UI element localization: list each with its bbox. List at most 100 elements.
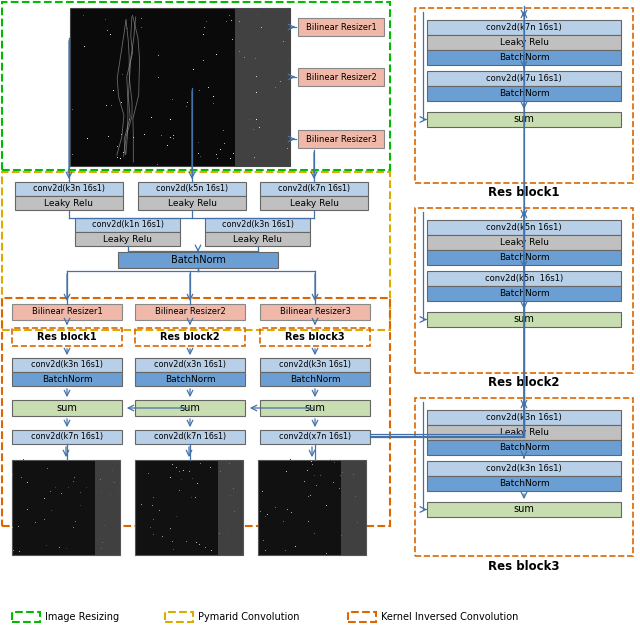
FancyBboxPatch shape	[135, 430, 245, 444]
Text: BatchNorm: BatchNorm	[499, 253, 549, 262]
FancyBboxPatch shape	[427, 271, 621, 286]
FancyBboxPatch shape	[15, 182, 123, 196]
FancyBboxPatch shape	[138, 196, 246, 210]
Bar	[415, 8, 633, 183]
Bar	[12, 328, 122, 346]
FancyBboxPatch shape	[70, 8, 290, 166]
FancyBboxPatch shape	[427, 235, 621, 250]
Text: conv2d(k5n  16s1): conv2d(k5n 16s1)	[485, 274, 563, 283]
Text: Leaky Relu: Leaky Relu	[499, 238, 548, 247]
Text: Res block3: Res block3	[488, 560, 560, 572]
Text: conv2d(k3n 16s1): conv2d(k3n 16s1)	[31, 360, 103, 369]
Bar	[415, 208, 633, 373]
FancyBboxPatch shape	[427, 312, 621, 327]
FancyBboxPatch shape	[427, 425, 621, 440]
Bar	[2, 172, 390, 330]
FancyBboxPatch shape	[427, 286, 621, 301]
Text: conv2d(k7n 16s1): conv2d(k7n 16s1)	[31, 433, 103, 441]
FancyBboxPatch shape	[12, 304, 122, 320]
Text: Res block1: Res block1	[488, 186, 560, 200]
Text: BatchNorm: BatchNorm	[499, 479, 549, 488]
FancyBboxPatch shape	[135, 372, 245, 386]
Text: BatchNorm: BatchNorm	[499, 53, 549, 62]
FancyBboxPatch shape	[118, 252, 278, 268]
FancyBboxPatch shape	[205, 218, 310, 232]
Bar	[415, 398, 633, 556]
Text: Bilinear Resizer3: Bilinear Resizer3	[305, 135, 376, 144]
Text: Bilinear Resizer2: Bilinear Resizer2	[155, 308, 225, 316]
FancyBboxPatch shape	[427, 410, 621, 425]
FancyBboxPatch shape	[12, 430, 122, 444]
Text: BatchNorm: BatchNorm	[499, 289, 549, 298]
Text: Bilinear Resizer1: Bilinear Resizer1	[306, 22, 376, 31]
Text: Leaky Relu: Leaky Relu	[103, 235, 152, 244]
Text: Leaky Relu: Leaky Relu	[233, 235, 282, 244]
Text: Leaky Relu: Leaky Relu	[168, 198, 216, 207]
FancyBboxPatch shape	[427, 35, 621, 50]
FancyBboxPatch shape	[138, 182, 246, 196]
FancyBboxPatch shape	[135, 304, 245, 320]
FancyBboxPatch shape	[75, 218, 180, 232]
FancyBboxPatch shape	[260, 196, 368, 210]
Text: Leaky Relu: Leaky Relu	[45, 198, 93, 207]
FancyBboxPatch shape	[12, 358, 122, 372]
Text: conv2d(k7n 16s1): conv2d(k7n 16s1)	[486, 23, 562, 32]
FancyBboxPatch shape	[12, 400, 122, 416]
FancyBboxPatch shape	[260, 182, 368, 196]
Text: conv2d(k3n 16s1): conv2d(k3n 16s1)	[279, 360, 351, 369]
FancyBboxPatch shape	[135, 358, 245, 372]
Text: conv2d(x3n 16s1): conv2d(x3n 16s1)	[154, 360, 226, 369]
Text: conv2d(k3n 16s1): conv2d(k3n 16s1)	[486, 464, 562, 473]
Text: Leaky Relu: Leaky Relu	[499, 38, 548, 47]
Text: Leaky Relu: Leaky Relu	[499, 428, 548, 437]
Bar	[12, 612, 40, 622]
Text: Bilinear Resizer2: Bilinear Resizer2	[306, 73, 376, 82]
Bar	[348, 612, 376, 622]
FancyBboxPatch shape	[135, 460, 243, 555]
Text: Res block2: Res block2	[488, 376, 560, 390]
FancyBboxPatch shape	[427, 440, 621, 455]
FancyBboxPatch shape	[427, 20, 621, 35]
Text: conv2d(k3n 16s1): conv2d(k3n 16s1)	[221, 221, 294, 230]
Text: conv2d(k3n 16s1): conv2d(k3n 16s1)	[33, 184, 105, 193]
Bar	[165, 612, 193, 622]
FancyBboxPatch shape	[427, 250, 621, 265]
FancyBboxPatch shape	[427, 50, 621, 65]
Text: Bilinear Resizer3: Bilinear Resizer3	[280, 308, 351, 316]
FancyBboxPatch shape	[427, 476, 621, 491]
FancyBboxPatch shape	[260, 400, 370, 416]
Text: conv2d(k7n 16s1): conv2d(k7n 16s1)	[278, 184, 350, 193]
FancyBboxPatch shape	[15, 196, 123, 210]
FancyBboxPatch shape	[135, 400, 245, 416]
FancyBboxPatch shape	[205, 232, 310, 246]
FancyBboxPatch shape	[12, 372, 122, 386]
Text: sum: sum	[513, 505, 534, 514]
FancyBboxPatch shape	[298, 130, 384, 148]
Text: sum: sum	[180, 403, 200, 413]
Text: conv2d(k5n 16s1): conv2d(k5n 16s1)	[156, 184, 228, 193]
FancyBboxPatch shape	[298, 68, 384, 86]
Text: conv2d(k7u 16s1): conv2d(k7u 16s1)	[486, 74, 562, 83]
FancyBboxPatch shape	[427, 86, 621, 101]
FancyBboxPatch shape	[258, 460, 366, 555]
FancyBboxPatch shape	[260, 358, 370, 372]
FancyBboxPatch shape	[12, 460, 120, 555]
Bar	[2, 2, 390, 170]
FancyBboxPatch shape	[427, 220, 621, 235]
Text: BatchNorm: BatchNorm	[499, 443, 549, 452]
FancyBboxPatch shape	[298, 18, 384, 36]
Text: Res block2: Res block2	[160, 332, 220, 342]
FancyBboxPatch shape	[341, 460, 366, 555]
Text: sum: sum	[513, 315, 534, 325]
Text: conv2d(k1n 16s1): conv2d(k1n 16s1)	[92, 221, 163, 230]
FancyBboxPatch shape	[260, 372, 370, 386]
Bar	[135, 328, 245, 346]
FancyBboxPatch shape	[427, 112, 621, 127]
Text: sum: sum	[513, 114, 534, 124]
Text: BatchNorm: BatchNorm	[171, 255, 225, 265]
Text: Res block3: Res block3	[285, 332, 345, 342]
FancyBboxPatch shape	[260, 430, 370, 444]
Text: Leaky Relu: Leaky Relu	[289, 198, 339, 207]
Text: BatchNorm: BatchNorm	[164, 375, 215, 383]
FancyBboxPatch shape	[95, 460, 120, 555]
